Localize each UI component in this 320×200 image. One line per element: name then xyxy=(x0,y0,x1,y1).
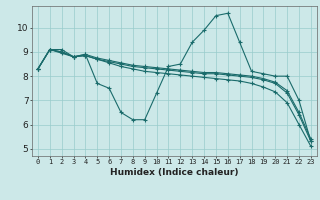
X-axis label: Humidex (Indice chaleur): Humidex (Indice chaleur) xyxy=(110,168,239,177)
